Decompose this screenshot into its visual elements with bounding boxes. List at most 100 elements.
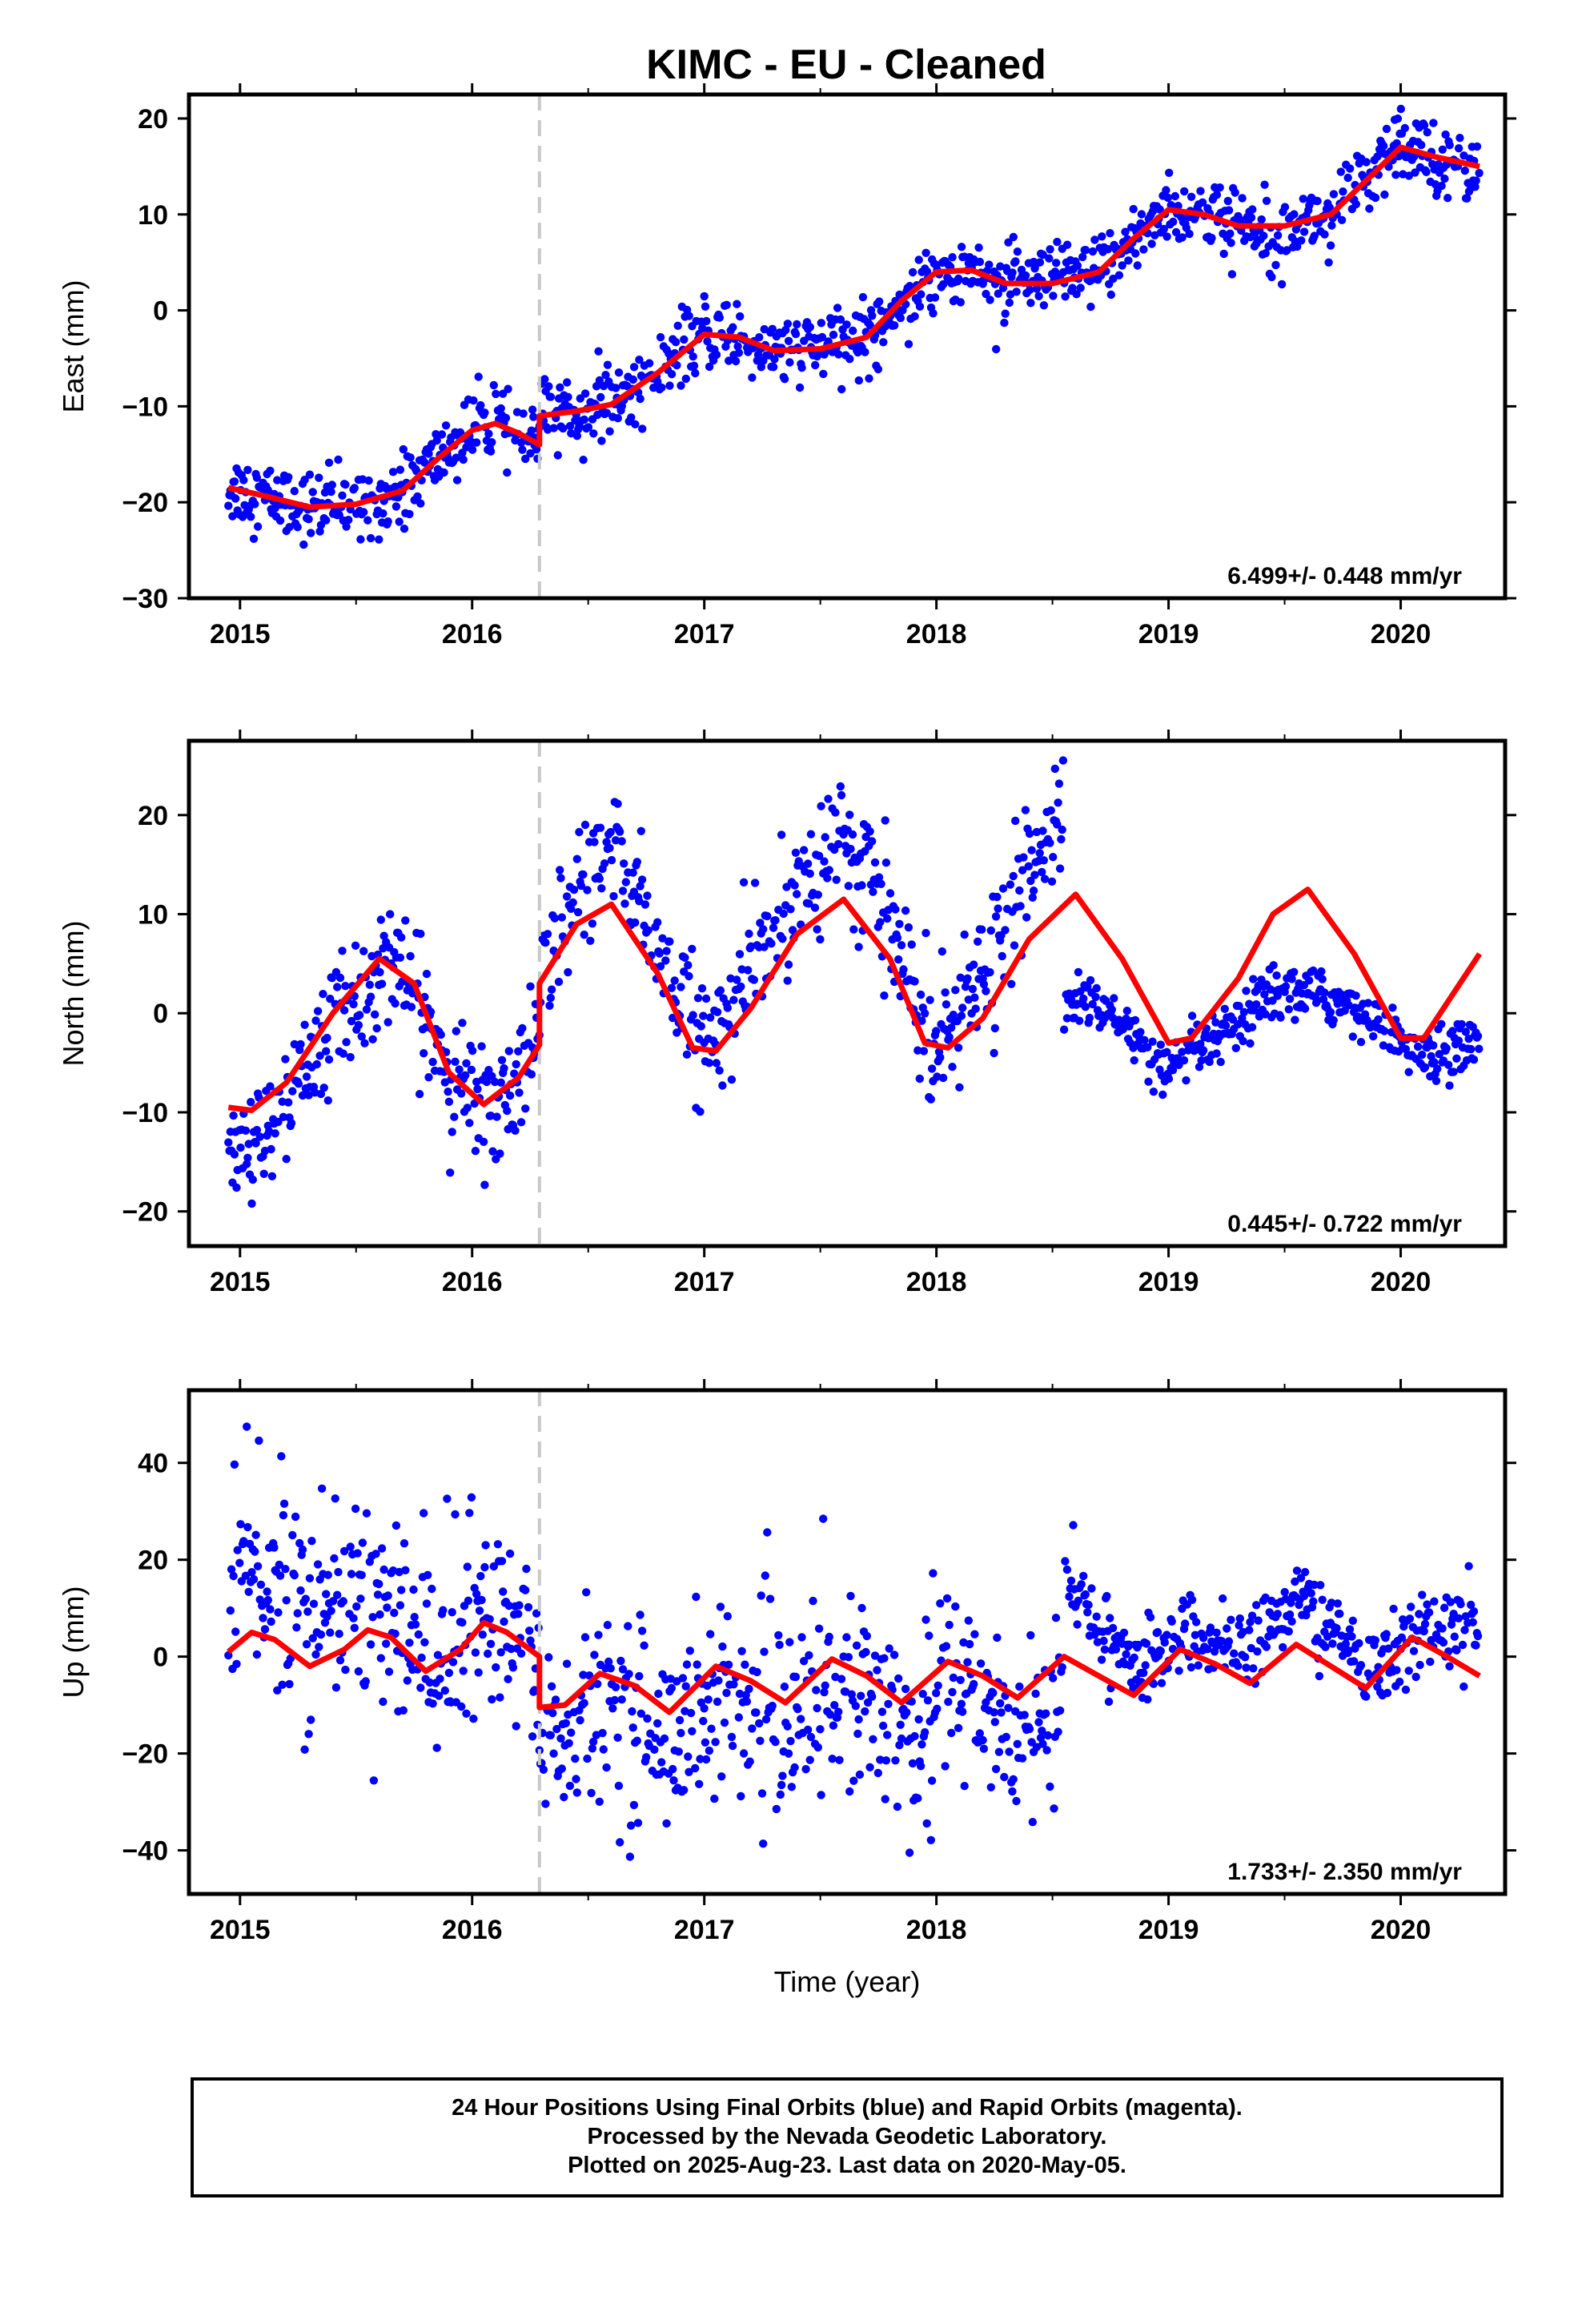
data-point: [375, 1579, 383, 1589]
data-point: [572, 854, 581, 863]
data-point: [728, 1741, 737, 1751]
data-point: [525, 1626, 534, 1635]
data-point: [760, 943, 769, 951]
data-point: [636, 826, 645, 836]
data-point: [278, 1680, 287, 1689]
data-point: [1433, 1064, 1442, 1073]
data-point: [334, 1567, 343, 1577]
data-point: [1108, 1623, 1118, 1633]
data-point: [489, 380, 498, 390]
data-point: [805, 899, 813, 908]
data-point: [224, 1138, 233, 1147]
data-point: [831, 808, 840, 817]
data-point: [923, 1696, 933, 1705]
data-point: [432, 1743, 441, 1752]
data-point: [565, 1781, 575, 1791]
data-point: [948, 1063, 957, 1072]
data-point: [614, 368, 624, 377]
data-point: [1054, 798, 1062, 807]
data-point: [1174, 1667, 1183, 1675]
data-point: [1380, 1027, 1389, 1035]
data-point: [1157, 1679, 1166, 1687]
data-point: [1420, 1063, 1430, 1072]
data-point: [643, 891, 652, 900]
east-plot-frame: [187, 92, 1508, 601]
data-point: [249, 1574, 259, 1584]
data-point: [296, 1039, 305, 1049]
y-tick-label: −10: [122, 1098, 168, 1128]
data-point: [1178, 233, 1186, 242]
data-point: [1028, 893, 1038, 903]
data-point: [247, 1568, 256, 1577]
data-point: [1252, 1000, 1261, 1009]
data-point: [519, 409, 528, 418]
data-point: [496, 1693, 504, 1702]
data-point: [1467, 1044, 1476, 1054]
data-point: [855, 1770, 865, 1779]
data-point: [308, 1634, 317, 1642]
data-point: [685, 1647, 694, 1655]
data-point: [553, 451, 562, 460]
data-point: [596, 392, 605, 402]
data-point: [869, 887, 877, 896]
data-point: [1454, 144, 1464, 153]
data-point: [263, 1595, 272, 1605]
data-point: [417, 1653, 426, 1663]
data-point: [1327, 1598, 1336, 1607]
data-point: [1325, 203, 1335, 212]
data-point: [1413, 1042, 1423, 1051]
data-point: [1016, 902, 1025, 911]
data-point: [1234, 1019, 1243, 1029]
data-point: [604, 1657, 613, 1667]
data-point: [561, 1719, 570, 1727]
data-point: [1086, 302, 1095, 312]
data-point: [1057, 834, 1066, 844]
data-point: [1163, 193, 1173, 203]
data-point: [1279, 1642, 1287, 1652]
data-point: [890, 321, 899, 330]
data-point: [1221, 1021, 1231, 1030]
data-point: [681, 374, 690, 384]
data-point: [420, 1049, 428, 1058]
data-point: [1460, 1626, 1469, 1634]
data-point: [949, 1673, 958, 1683]
data-point: [594, 1630, 603, 1639]
data-point: [469, 396, 478, 405]
data-point: [880, 1654, 889, 1663]
data-point: [975, 1729, 985, 1738]
data-point: [1292, 1566, 1302, 1575]
data-point: [894, 955, 903, 964]
data-point: [587, 1788, 596, 1798]
data-point: [631, 918, 640, 927]
data-point: [579, 456, 588, 464]
data-point: [476, 400, 485, 410]
data-point: [1472, 1641, 1480, 1650]
data-point: [252, 1125, 262, 1135]
data-point: [1025, 1724, 1034, 1734]
data-point: [1346, 164, 1355, 173]
data-point: [785, 1638, 794, 1647]
data-point: [230, 1460, 239, 1470]
data-point: [505, 1549, 515, 1558]
data-point: [371, 1010, 379, 1019]
data-point: [437, 430, 447, 439]
data-point: [499, 1587, 508, 1596]
model-fit-line: [227, 1619, 1481, 1715]
data-point: [1227, 239, 1235, 247]
data-point: [588, 1744, 597, 1753]
data-point: [477, 1595, 486, 1605]
data-point: [974, 937, 982, 947]
data-point: [324, 458, 334, 467]
data-point: [669, 1764, 677, 1774]
data-point: [1133, 261, 1142, 270]
data-point: [1284, 1005, 1294, 1014]
data-point: [243, 1153, 252, 1163]
data-point: [745, 1757, 754, 1766]
data-point: [644, 926, 652, 935]
data-point: [922, 267, 932, 276]
data-point: [640, 900, 650, 909]
east-model-curve: [227, 144, 1480, 510]
data-point: [734, 1713, 743, 1722]
data-point: [993, 892, 1002, 902]
